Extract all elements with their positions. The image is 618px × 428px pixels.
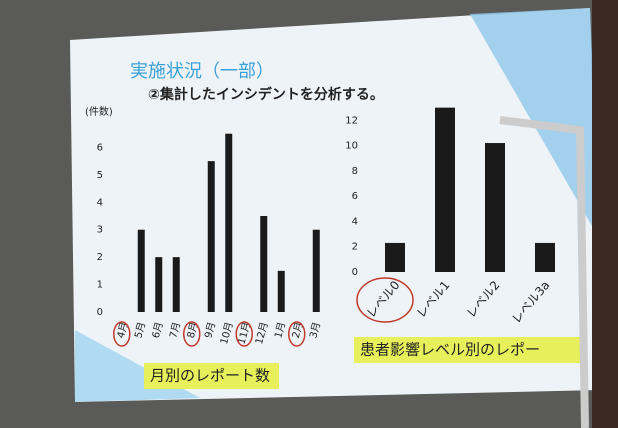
- bar: [435, 108, 455, 272]
- bar: [225, 134, 232, 312]
- y-tick-label: 10: [345, 141, 358, 152]
- y-axis-label: (件数): [85, 105, 113, 118]
- bar: [138, 230, 145, 312]
- y-tick-label: 5: [97, 170, 103, 181]
- y-tick-label: 4: [97, 197, 103, 208]
- chart-caption: 患者影響レベル別のレポー: [360, 341, 540, 359]
- bar: [155, 257, 162, 312]
- photo: 実施状況（一部） ②集計したインシデントを分析する。 (件数)01234564月…: [0, 0, 618, 428]
- chart-caption: 月別のレポート数: [150, 367, 270, 385]
- y-tick-label: 8: [352, 166, 358, 177]
- bar: [173, 257, 180, 312]
- bar: [260, 216, 267, 312]
- y-tick-label: 2: [352, 242, 358, 253]
- bar: [485, 143, 505, 272]
- bar: [278, 271, 285, 312]
- y-tick-label: 1: [97, 280, 103, 291]
- shelf: [592, 0, 618, 428]
- y-tick-label: 0: [352, 267, 358, 278]
- y-tick-label: 0: [97, 307, 103, 318]
- y-tick-label: 6: [352, 191, 358, 202]
- y-tick-label: 6: [97, 142, 103, 153]
- slide-title: 実施状況（一部）: [130, 61, 274, 82]
- y-tick-label: 12: [345, 115, 358, 126]
- bar: [313, 230, 320, 312]
- y-tick-label: 4: [352, 216, 358, 227]
- page: 実施状況（一部） ②集計したインシデントを分析する。 (件数)01234564月…: [0, 0, 618, 428]
- bar: [385, 243, 405, 272]
- bar: [535, 243, 555, 272]
- y-tick-label: 3: [97, 225, 103, 236]
- bar: [208, 161, 215, 312]
- slide-subtitle: ②集計したインシデントを分析する。: [148, 86, 384, 103]
- y-tick-label: 2: [97, 252, 103, 263]
